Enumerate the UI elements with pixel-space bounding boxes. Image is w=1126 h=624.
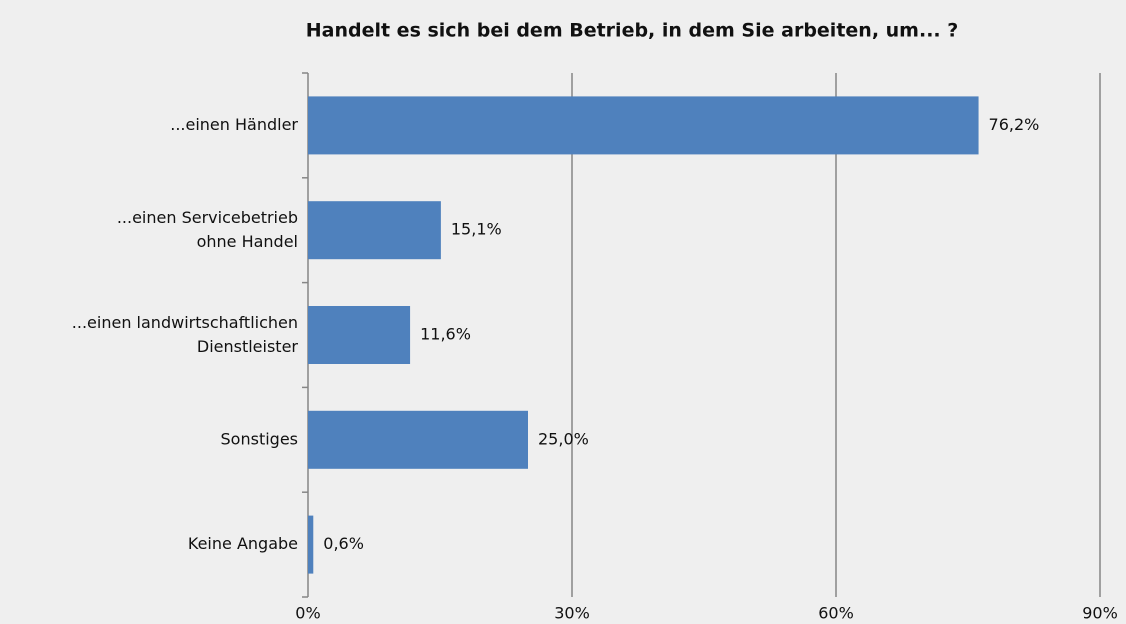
bar: [308, 201, 441, 260]
value-label: 11,6%: [420, 325, 471, 344]
bar: [308, 96, 979, 155]
y-tick-label: ...einen landwirtschaftlichen Dienstleist…: [72, 313, 299, 356]
x-tick-label: 60%: [818, 604, 854, 623]
chart-title: Handelt es sich bei dem Betrieb, in dem …: [306, 20, 959, 42]
bar: [308, 410, 528, 469]
value-label: 15,1%: [451, 220, 502, 239]
value-label: 0,6%: [323, 534, 364, 553]
value-label: 25,0%: [538, 429, 589, 448]
y-tick-label: ...einen Servicebetrieb ohne Handel: [117, 208, 298, 251]
bar: [308, 306, 411, 364]
value-label: 76,2%: [989, 115, 1040, 134]
bar: [308, 515, 314, 574]
y-tick-label: ...einen Händler: [170, 115, 298, 134]
y-tick-label: Sonstiges: [221, 429, 298, 448]
x-tick-label: 90%: [1082, 604, 1118, 623]
x-tick-label: 0%: [295, 604, 320, 623]
x-tick-label: 30%: [554, 604, 590, 623]
y-tick-label: Keine Angabe: [188, 534, 298, 553]
